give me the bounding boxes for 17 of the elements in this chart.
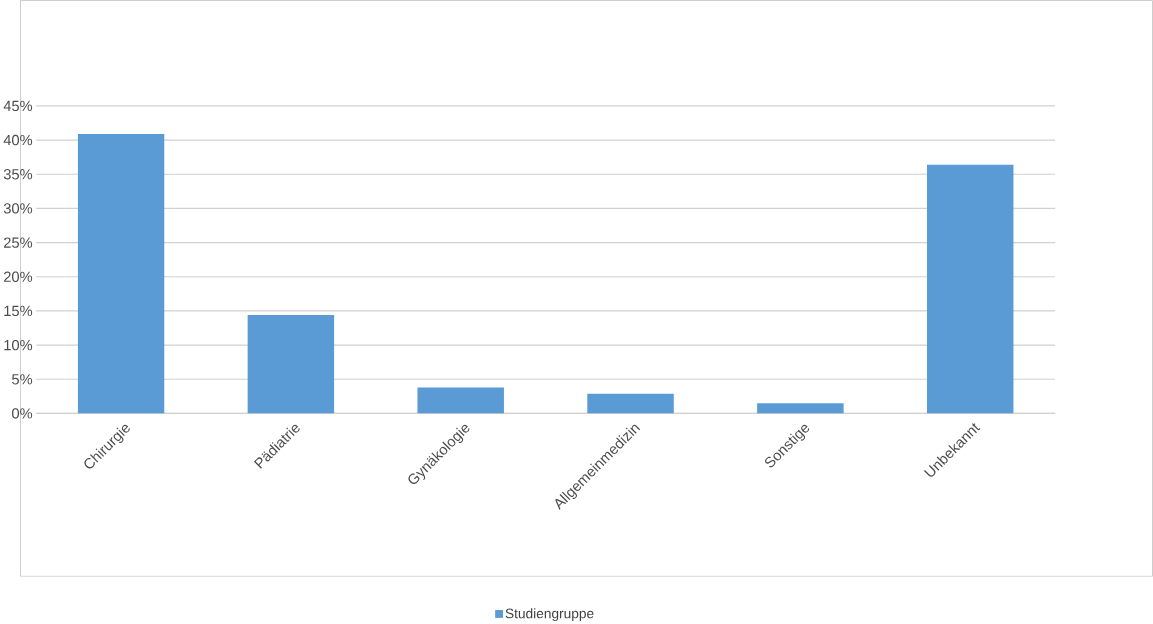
y-tick-label: 10%	[4, 340, 33, 351]
bar	[247, 315, 335, 414]
y-tick-label: 5%	[12, 374, 33, 385]
y-tick-label: 40%	[3, 135, 33, 146]
bar	[587, 393, 674, 414]
y-tick-label: 0%	[12, 408, 33, 419]
y-tick-label: 15%	[4, 305, 33, 317]
y-tick-label: 20%	[4, 271, 33, 283]
y-tick-label: 25%	[4, 237, 33, 248]
y-tick-label: 30%	[3, 203, 33, 214]
bar	[417, 387, 504, 414]
bar	[77, 134, 165, 414]
y-tick-label: 45%	[3, 100, 33, 112]
legend-label: Studiengruppe	[505, 608, 594, 622]
bar	[757, 403, 844, 414]
y-tick-label: 35%	[3, 169, 33, 180]
bar	[926, 164, 1014, 414]
